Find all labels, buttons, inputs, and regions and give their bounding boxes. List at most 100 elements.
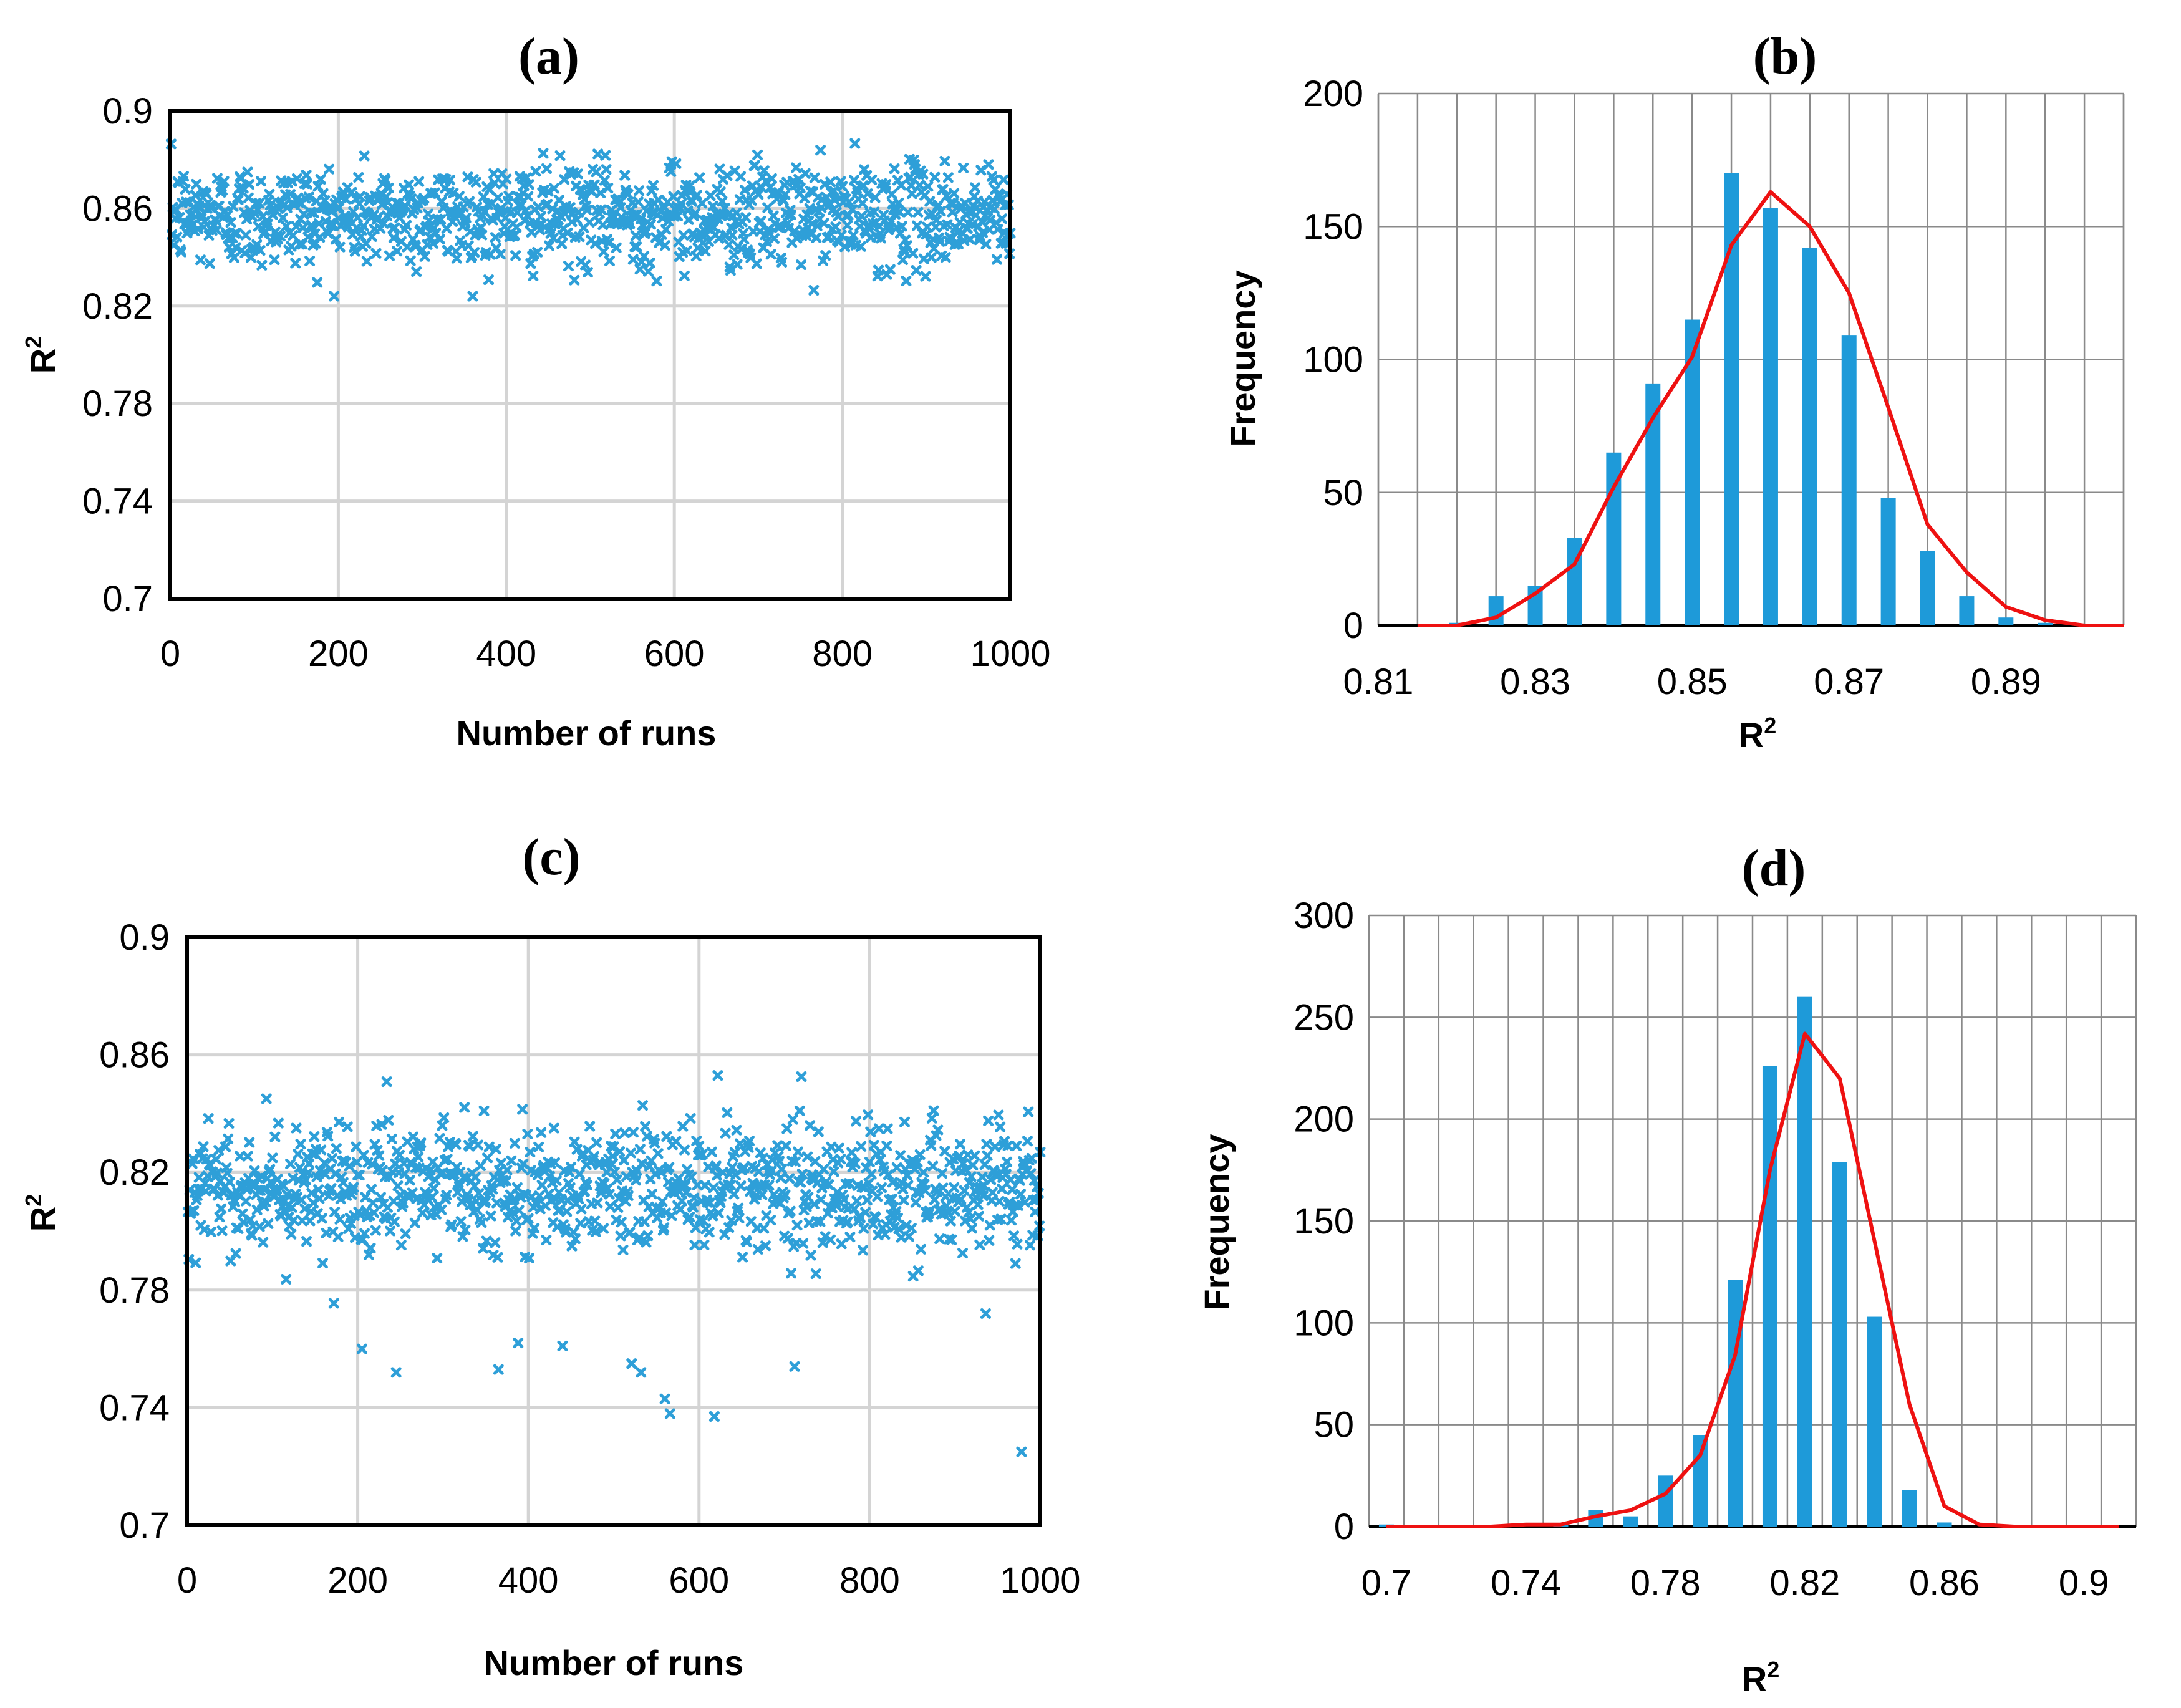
chart-a-point-stroke [675, 198, 687, 210]
chart-a-point-stroke [347, 229, 358, 240]
chart-a-point-stroke [599, 175, 610, 186]
chart-a-point-stroke [423, 215, 435, 226]
chart-a-point [359, 150, 370, 162]
chart-a-point [665, 166, 677, 177]
chart-a-point-stroke [511, 207, 523, 218]
chart-a-point-stroke [233, 195, 244, 206]
chart-b-bar [1920, 551, 1935, 625]
chart-a-point [285, 189, 296, 200]
chart-b-y-axis-label: Frequency [1223, 270, 1262, 446]
chart-a-point [627, 254, 639, 265]
chart-a-point-stroke [495, 249, 506, 260]
chart-a-point [384, 250, 395, 261]
chart-a-point [419, 251, 430, 262]
chart-a-point-stroke [727, 229, 738, 241]
chart-a-point-stroke [274, 231, 286, 242]
chart-a-point [584, 216, 595, 228]
chart-a-point [315, 174, 326, 185]
chart-a-title: (a) [518, 27, 579, 85]
chart-a-point [700, 246, 711, 257]
chart-a-point-stroke [554, 150, 566, 162]
chart-a-point-stroke [349, 246, 360, 257]
chart-a-point [330, 234, 341, 245]
chart-a-point [549, 183, 560, 194]
chart-a-point [572, 168, 583, 180]
chart-a-point-stroke [723, 239, 735, 250]
chart-a-point-stroke [298, 208, 309, 220]
chart-a-point-stroke [291, 173, 302, 185]
chart-a-point [554, 150, 566, 162]
chart-a-point-stroke [401, 220, 412, 231]
chart-a-x-axis-label: Number of runs [457, 713, 717, 753]
chart-a-point [251, 239, 263, 250]
chart-a-point-stroke [490, 232, 501, 243]
chart-a-point-stroke [572, 168, 583, 180]
chart-a-point [194, 203, 205, 214]
chart-a-point [563, 261, 574, 272]
chart-a-point-stroke [262, 218, 273, 229]
chart-a-point-stroke [434, 234, 445, 245]
chart-a-point-stroke [428, 238, 439, 249]
chart-a-point-stroke [596, 204, 607, 215]
chart-a-point-stroke [253, 221, 264, 232]
chart-a-point-stroke [217, 185, 228, 196]
chart-a-point [595, 188, 606, 199]
chart-a-point [690, 208, 701, 219]
chart-a-point [222, 210, 233, 221]
chart-a-point [319, 195, 331, 206]
chart-a-point-stroke [740, 212, 752, 223]
chart-a-point [361, 256, 372, 267]
chart-b-y-tick-label: 0 [1343, 606, 1363, 646]
chart-a-point [443, 246, 454, 257]
chart-a-point-stroke [579, 259, 591, 271]
chart-a-point-stroke [707, 200, 718, 211]
chart-a-x-tick-label: 600 [644, 634, 705, 674]
chart-a-point-stroke [516, 200, 527, 211]
chart-a-point-stroke [552, 205, 563, 216]
chart-a-point-stroke [453, 191, 465, 202]
chart-a-point-stroke [525, 258, 536, 269]
chart-a-point-stroke [532, 246, 543, 258]
chart-a-point [211, 173, 223, 184]
chart-a-point-stroke [329, 291, 340, 302]
chart-a-point-stroke [297, 222, 309, 233]
chart-a-point-stroke [470, 176, 481, 188]
chart-a-point-stroke [312, 277, 323, 288]
chart-a-point-stroke [430, 228, 442, 239]
chart-a-point [722, 170, 733, 181]
chart-a-point-stroke [679, 270, 690, 281]
chart-a-point-stroke [591, 166, 602, 178]
chart-a-point [180, 184, 191, 195]
chart-a-point [659, 240, 670, 251]
chart-a-point-stroke [745, 252, 757, 263]
chart-a-point-stroke [351, 222, 362, 233]
chart-a-point [428, 238, 439, 249]
chart-a-point-stroke [752, 149, 763, 160]
chart-a-point [679, 270, 690, 281]
chart-a-point-stroke [286, 241, 297, 252]
chart-a-point [648, 180, 659, 191]
chart-a-y-tick-label: 0.7 [102, 579, 153, 619]
chart-a-point [495, 249, 506, 260]
chart-a-point [715, 186, 726, 198]
chart-a-point [631, 241, 642, 253]
chart-a-point-stroke [729, 165, 740, 176]
chart-a-point-stroke [435, 214, 447, 225]
chart-a-point-stroke [483, 274, 495, 286]
chart-a-point-stroke [322, 228, 334, 239]
chart-a-point [435, 214, 447, 225]
chart-a-point [644, 258, 655, 269]
chart-a-point-stroke [354, 198, 365, 210]
chart-a-point-stroke [277, 212, 288, 223]
chart-b-y-tick-label: 150 [1303, 206, 1363, 247]
chart-a-point [752, 149, 763, 160]
chart-a-point-stroke [595, 188, 606, 199]
chart-a-point-stroke [571, 214, 583, 225]
chart-a-point-stroke [410, 241, 421, 252]
chart-a-point-stroke [668, 191, 679, 202]
chart-a-point-stroke [700, 246, 711, 257]
chart-a-point-stroke [659, 240, 670, 251]
chart-a-point [334, 241, 346, 253]
chart-a-point [353, 171, 364, 183]
